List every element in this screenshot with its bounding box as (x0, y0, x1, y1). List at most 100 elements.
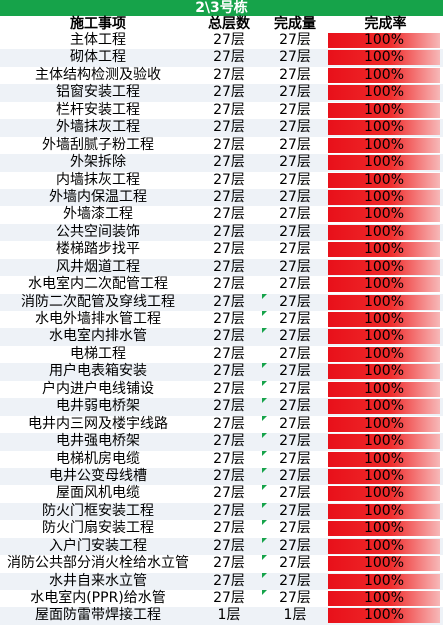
table-row[interactable]: 砌体工程 27层 27层 100% (0, 49, 443, 67)
task-item-cell[interactable]: 水电室内(PPR)给水管 (30, 590, 166, 606)
completion-rate-cell[interactable]: 100% (328, 556, 440, 572)
completion-rate-cell[interactable]: 100% (328, 67, 440, 83)
total-floors-cell[interactable]: 27层 (213, 502, 245, 519)
task-item-cell[interactable]: 水电室内二次配管工程 (28, 276, 168, 293)
completed-cell[interactable]: 27层 (279, 101, 311, 118)
completed-cell[interactable]: 27层 (279, 380, 311, 397)
header-total-floors[interactable]: 总层数 (208, 16, 250, 32)
completed-cell[interactable]: 27层 (279, 467, 311, 484)
total-floors-cell[interactable]: 27层 (213, 84, 245, 101)
completed-cell[interactable]: 27层 (279, 311, 311, 327)
completed-cell[interactable]: 27层 (279, 590, 311, 606)
total-floors-cell[interactable]: 27层 (213, 66, 245, 83)
task-item-cell[interactable]: 电井公变母线槽 (49, 467, 147, 484)
completion-rate-cell[interactable]: 100% (328, 50, 440, 66)
completed-cell[interactable]: 27层 (279, 293, 311, 310)
task-item-cell[interactable]: 外墙内保温工程 (49, 188, 147, 205)
task-item-cell[interactable]: 水电室内排水管 (49, 328, 147, 345)
total-floors-cell[interactable]: 27层 (213, 590, 245, 606)
header-completed[interactable]: 完成量 (274, 16, 316, 32)
total-floors-cell[interactable]: 27层 (213, 276, 245, 293)
task-item-cell[interactable]: 主体结构检测及验收 (35, 66, 161, 83)
task-item-cell[interactable]: 风井烟道工程 (56, 258, 140, 275)
completion-rate-cell[interactable]: 100% (328, 207, 440, 223)
table-row[interactable]: 入户门安装工程 27层 27层 100% (0, 537, 443, 556)
total-floors-cell[interactable]: 27层 (213, 345, 245, 362)
task-item-cell[interactable]: 防火门框安装工程 (42, 502, 154, 519)
table-row[interactable]: 楼梯踏步找平 27层 27层 100% (0, 241, 443, 258)
total-floors-cell[interactable]: 27层 (213, 572, 245, 589)
task-item-cell[interactable]: 电井强电桥架 (56, 433, 140, 450)
completed-cell[interactable]: 27层 (279, 49, 311, 66)
table-row[interactable]: 内墙抹灰工程 27层 27层 100% (0, 172, 443, 189)
completion-rate-cell[interactable]: 100% (328, 224, 440, 240)
completed-cell[interactable]: 27层 (279, 32, 311, 48)
completed-cell[interactable]: 27层 (279, 171, 311, 188)
completion-rate-cell[interactable]: 100% (328, 346, 440, 362)
completion-rate-cell[interactable]: 100% (328, 608, 440, 624)
task-item-cell[interactable]: 水电外墙排水管工程 (35, 311, 161, 327)
completed-cell[interactable]: 27层 (279, 241, 311, 258)
completion-rate-cell[interactable]: 100% (328, 137, 440, 153)
table-row[interactable]: 防火门框安装工程 27层 27层 100% (0, 502, 443, 521)
completion-rate-cell[interactable]: 100% (328, 538, 440, 554)
completed-cell[interactable]: 27层 (279, 485, 311, 502)
table-row[interactable]: 水电外墙排水管工程 27层 27层 100% (0, 311, 443, 328)
completed-cell[interactable]: 27层 (279, 433, 311, 450)
completed-cell[interactable]: 27层 (279, 258, 311, 275)
completed-cell[interactable]: 27层 (279, 136, 311, 153)
completed-cell[interactable]: 27层 (279, 276, 311, 293)
total-floors-cell[interactable]: 27层 (213, 537, 245, 554)
table-row[interactable]: 用户电表箱安装 27层 27层 100% (0, 363, 443, 381)
table-row[interactable]: 电梯工程 27层 27层 100% (0, 346, 443, 363)
table-row[interactable]: 外架拆除 27层 27层 100% (0, 154, 443, 172)
table-row[interactable]: 屋面风机电缆 27层 27层 100% (0, 485, 443, 502)
completion-rate-cell[interactable]: 100% (328, 259, 440, 275)
table-row[interactable]: 外墙刮腻子粉工程 27层 27层 100% (0, 137, 443, 154)
task-item-cell[interactable]: 入户门安装工程 (49, 537, 147, 554)
task-item-cell[interactable]: 内墙抹灰工程 (56, 171, 140, 188)
completion-rate-cell[interactable]: 100% (328, 33, 440, 48)
table-row[interactable]: 消防二次配管及穿线工程 27层 27层 100% (0, 293, 443, 311)
completion-rate-cell[interactable]: 100% (328, 591, 440, 606)
table-row[interactable]: 电梯机房电缆 27层 27层 100% (0, 450, 443, 468)
task-item-cell[interactable]: 楼梯踏步找平 (56, 241, 140, 258)
completed-cell[interactable]: 27层 (279, 206, 311, 223)
total-floors-cell[interactable]: 27层 (213, 485, 245, 502)
completed-cell[interactable]: 27层 (279, 398, 311, 415)
completion-rate-cell[interactable]: 100% (328, 503, 440, 519)
table-row[interactable]: 外墙抹灰工程 27层 27层 100% (0, 119, 443, 137)
table-row[interactable]: 水电室内(PPR)给水管 27层 27层 100% (0, 590, 443, 607)
table-row[interactable]: 公共空间装饰 27层 27层 100% (0, 223, 443, 242)
completion-rate-cell[interactable]: 100% (328, 120, 440, 136)
completed-cell[interactable]: 27层 (279, 520, 311, 537)
completed-cell[interactable]: 27层 (279, 572, 311, 589)
completed-cell[interactable]: 27层 (279, 66, 311, 83)
task-item-cell[interactable]: 电梯机房电缆 (56, 450, 140, 467)
task-item-cell[interactable]: 消防公共部分消火栓给水立管 (7, 555, 189, 572)
completed-cell[interactable]: 1层 (283, 607, 307, 624)
completion-rate-cell[interactable]: 100% (328, 85, 440, 101)
total-floors-cell[interactable]: 27层 (213, 433, 245, 450)
total-floors-cell[interactable]: 27层 (213, 520, 245, 537)
total-floors-cell[interactable]: 27层 (213, 363, 245, 380)
completion-rate-cell[interactable]: 100% (328, 102, 440, 118)
completed-cell[interactable]: 27层 (279, 119, 311, 136)
total-floors-cell[interactable]: 27层 (213, 206, 245, 223)
total-floors-cell[interactable]: 27层 (213, 415, 245, 432)
completed-cell[interactable]: 27层 (279, 84, 311, 101)
total-floors-cell[interactable]: 27层 (213, 380, 245, 397)
task-item-cell[interactable]: 外墙抹灰工程 (56, 119, 140, 136)
completed-cell[interactable]: 27层 (279, 537, 311, 554)
task-item-cell[interactable]: 砌体工程 (70, 49, 126, 66)
completed-cell[interactable]: 27层 (279, 328, 311, 345)
total-floors-cell[interactable]: 27层 (213, 467, 245, 484)
completion-rate-cell[interactable]: 100% (328, 434, 440, 450)
task-item-cell[interactable]: 消防二次配管及穿线工程 (21, 293, 175, 310)
total-floors-cell[interactable]: 27层 (213, 223, 245, 240)
header-item[interactable]: 施工事项 (70, 16, 126, 32)
completion-rate-cell[interactable]: 100% (328, 468, 440, 484)
total-floors-cell[interactable]: 27层 (213, 154, 245, 171)
task-item-cell[interactable]: 屋面防雷带焊接工程 (35, 607, 161, 624)
completed-cell[interactable]: 27层 (279, 555, 311, 572)
